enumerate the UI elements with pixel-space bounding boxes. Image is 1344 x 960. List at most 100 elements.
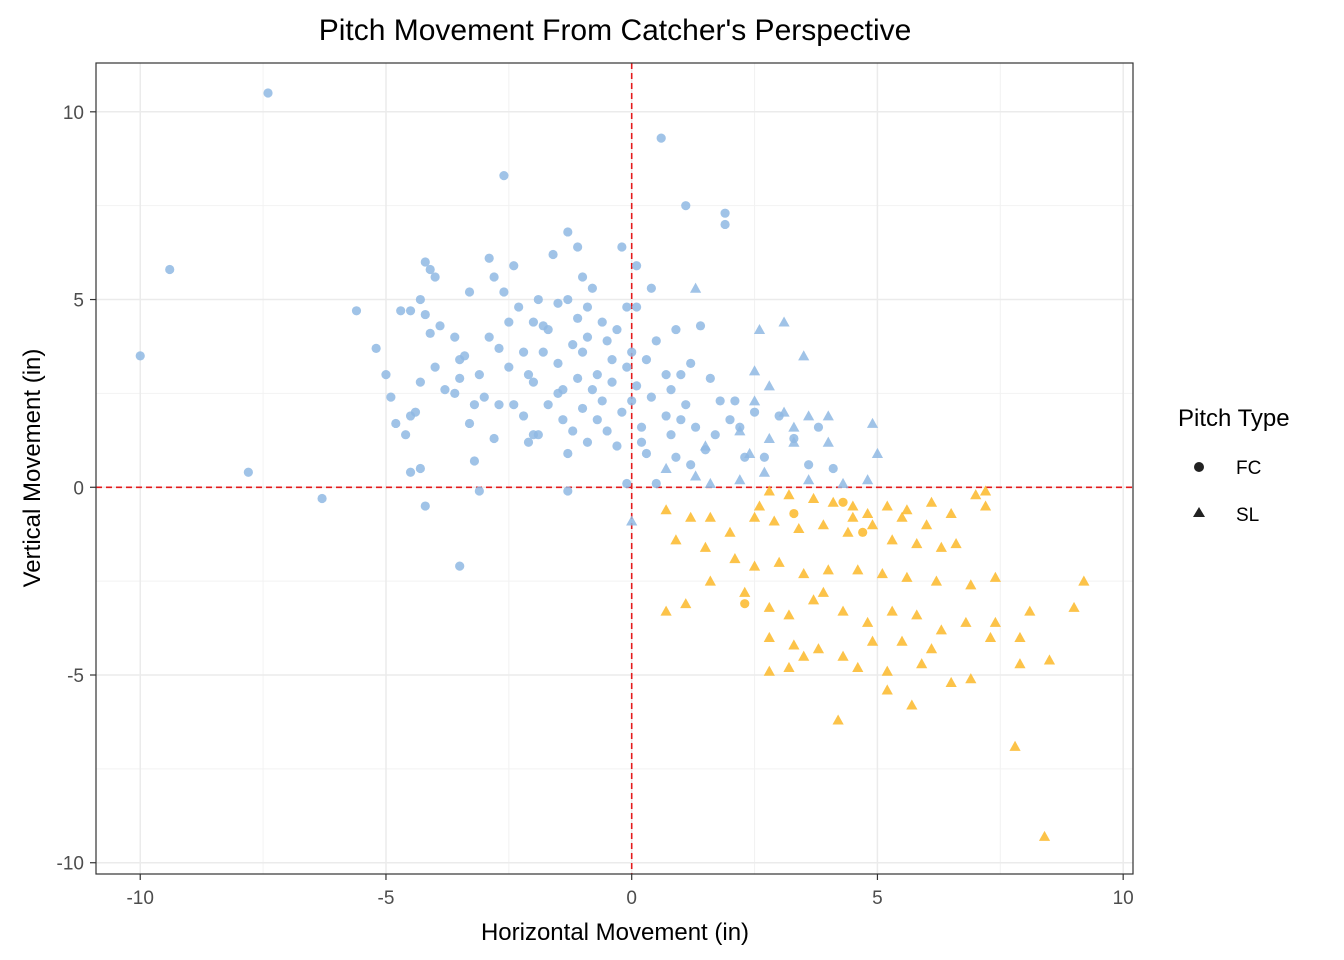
- data-point-sl: [724, 526, 736, 537]
- data-point-fc: [415, 294, 425, 305]
- data-point-fc: [405, 306, 416, 316]
- data-point-sl: [788, 639, 800, 650]
- data-point-fc: [636, 422, 647, 432]
- data-point-sl: [803, 410, 815, 421]
- data-point-sl: [886, 534, 898, 545]
- data-point-fc: [563, 227, 573, 237]
- data-point-fc: [469, 456, 480, 466]
- data-point-fc: [518, 347, 529, 357]
- data-point-fc: [410, 407, 421, 417]
- data-point-sl: [798, 568, 810, 579]
- data-point-fc: [636, 437, 647, 447]
- data-point-fc: [509, 261, 519, 271]
- data-point-fc: [597, 317, 607, 327]
- data-point-fc: [632, 302, 642, 312]
- data-point-sl: [822, 410, 834, 421]
- data-point-sl: [680, 598, 692, 609]
- data-point-fc: [499, 287, 509, 297]
- data-point-fc: [317, 493, 327, 504]
- data-point-fc: [464, 418, 475, 429]
- data-point-sl: [906, 699, 918, 710]
- data-point-fc: [651, 478, 661, 489]
- data-point-fc: [602, 336, 612, 346]
- data-point-fc: [528, 317, 539, 327]
- data-point-fc: [622, 362, 632, 372]
- data-point-sl: [862, 616, 874, 627]
- data-point-fc: [538, 347, 548, 357]
- data-point-sl: [753, 323, 766, 335]
- data-point-fc: [641, 355, 652, 365]
- data-point-sl: [920, 519, 933, 530]
- data-point-fc: [509, 400, 519, 410]
- data-point-sl: [748, 560, 761, 571]
- data-point-fc: [420, 309, 430, 320]
- data-point-sl: [960, 616, 972, 627]
- x-tick-label: 0: [626, 888, 637, 909]
- data-point-sl: [1009, 740, 1021, 751]
- data-point-fc: [405, 467, 416, 477]
- data-point-fc: [415, 463, 425, 474]
- data-point-sl: [832, 714, 844, 725]
- x-tick-label: -10: [126, 888, 153, 909]
- data-point-fc: [651, 336, 661, 346]
- data-point-sl: [689, 282, 702, 293]
- y-axis-ticks: -10 -5 0 5 10: [57, 103, 96, 875]
- data-point-sl: [965, 579, 977, 590]
- data-point-fc: [582, 332, 593, 342]
- data-point-fc: [386, 392, 396, 402]
- data-point-sl: [822, 564, 834, 575]
- data-point-fc: [563, 486, 573, 496]
- data-point-fc: [391, 418, 401, 429]
- data-point-sl: [783, 609, 795, 620]
- data-point-sl: [763, 601, 775, 612]
- data-point-sl: [950, 537, 962, 549]
- data-point-sl: [807, 492, 820, 504]
- data-point-sl: [763, 665, 775, 676]
- data-point-sl: [699, 440, 712, 451]
- data-point-fc: [582, 437, 593, 447]
- data-point-sl: [778, 406, 790, 417]
- data-point-sl: [837, 605, 849, 616]
- data-point-fc: [568, 426, 578, 436]
- data-point-fc: [543, 400, 553, 410]
- data-point-sl: [685, 511, 697, 522]
- data-point-sl: [852, 661, 864, 672]
- data-point-fc: [577, 403, 588, 414]
- data-point-sl: [744, 447, 756, 458]
- data-point-fc: [528, 377, 539, 387]
- data-point-sl: [847, 511, 859, 522]
- data-point-sl: [901, 571, 913, 582]
- data-point-fc: [607, 355, 617, 365]
- data-point-fc: [523, 370, 534, 380]
- data-point-fc: [415, 377, 425, 387]
- data-point-sl: [881, 684, 893, 695]
- data-point-sl: [989, 616, 1001, 627]
- data-point-fc: [646, 283, 656, 293]
- data-point-sl: [626, 515, 638, 526]
- data-point-sl: [896, 511, 908, 522]
- data-point-fc: [243, 467, 253, 477]
- plot-border: [95, 62, 1134, 875]
- data-point-sl: [793, 522, 805, 534]
- data-point-fc: [474, 486, 484, 496]
- data-point-fc: [705, 373, 715, 383]
- data-point-fc: [396, 306, 406, 316]
- data-point-fc: [420, 257, 430, 267]
- data-point-sl: [788, 421, 800, 432]
- data-point-fc: [710, 430, 720, 440]
- data-point-sl: [670, 534, 682, 545]
- data-point-fc: [381, 370, 391, 380]
- y-tick-label: 10: [63, 103, 84, 124]
- data-point-fc: [681, 201, 691, 211]
- reference-lines: [96, 63, 1133, 874]
- data-point-sl: [935, 541, 947, 552]
- data-point-fc: [577, 347, 588, 357]
- data-point-fc: [617, 407, 627, 417]
- data-point-fc: [455, 561, 465, 571]
- data-point-sl: [862, 474, 874, 485]
- data-point-sl: [1014, 658, 1026, 669]
- data-point-sl: [886, 605, 898, 616]
- data-point-fc: [730, 396, 740, 406]
- data-point-fc: [489, 433, 499, 444]
- y-tick-label: 5: [73, 291, 84, 312]
